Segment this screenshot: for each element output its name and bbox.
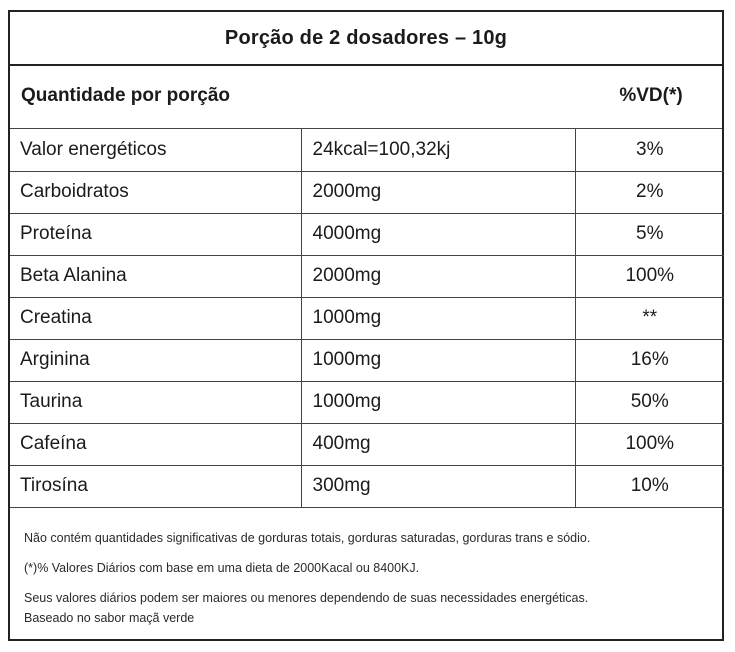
nutrient-amount: 400mg <box>301 423 576 466</box>
nutrition-facts-panel: Porção de 2 dosadores – 10g Quantidade p… <box>8 10 724 641</box>
nutrient-name: Taurina <box>10 381 302 424</box>
nutrient-vd: 100% <box>575 255 724 298</box>
table-row: Tirosína 300mg 10% <box>10 465 724 508</box>
nutrient-name: Valor energéticos <box>10 129 302 172</box>
table-row: Carboidratos 2000mg 2% <box>10 171 724 214</box>
nutrient-vd: 16% <box>575 339 724 382</box>
serving-title: Porção de 2 dosadores – 10g <box>10 12 722 66</box>
nutrient-amount: 1000mg <box>301 381 576 424</box>
footnote-flavor: Baseado no sabor maçã verde <box>24 610 195 625</box>
header-vd-label: %VD(*) <box>619 85 683 106</box>
nutrient-name: Cafeína <box>10 423 302 466</box>
footnote-daily-values: (*)% Valores Diários com base em uma die… <box>24 560 420 575</box>
footnote-no-significant: Não contém quantidades significativas de… <box>24 530 591 545</box>
nutrient-name: Carboidratos <box>10 171 302 214</box>
footnote-energy-needs: Seus valores diários podem ser maiores o… <box>24 590 589 605</box>
nutrient-vd: ** <box>575 297 724 340</box>
nutrient-name: Arginina <box>10 339 302 382</box>
nutrient-amount: 1000mg <box>301 297 576 340</box>
table-row: Valor energéticos 24kcal=100,32kj 3% <box>10 129 724 172</box>
table-row: Cafeína 400mg 100% <box>10 423 724 466</box>
table-row: Beta Alanina 2000mg 100% <box>10 255 724 298</box>
nutrient-vd: 50% <box>575 381 724 424</box>
nutrient-amount: 24kcal=100,32kj <box>301 129 576 172</box>
nutrient-name: Beta Alanina <box>10 255 302 298</box>
nutrient-amount: 4000mg <box>301 213 576 256</box>
nutrient-vd: 5% <box>575 213 724 256</box>
nutrient-amount: 1000mg <box>301 339 576 382</box>
table-row: Taurina 1000mg 50% <box>10 381 724 424</box>
footnotes: Não contém quantidades significativas de… <box>10 508 722 628</box>
nutrient-name: Tirosína <box>10 465 302 508</box>
nutrient-amount: 300mg <box>301 465 576 508</box>
nutrient-vd: 100% <box>575 423 724 466</box>
nutrient-name: Proteína <box>10 213 302 256</box>
table-row: Arginina 1000mg 16% <box>10 339 724 382</box>
nutrient-amount: 2000mg <box>301 255 576 298</box>
table-header: Quantidade por porção %VD(*) <box>10 66 722 129</box>
table-row: Creatina 1000mg ** <box>10 297 724 340</box>
table-row: Proteína 4000mg 5% <box>10 213 724 256</box>
nutrient-vd: 3% <box>575 129 724 172</box>
header-quantity-label: Quantidade por porção <box>21 85 231 106</box>
nutrient-name: Creatina <box>10 297 302 340</box>
nutrient-vd: 2% <box>575 171 724 214</box>
nutrient-vd: 10% <box>575 465 724 508</box>
nutrition-table: Valor energéticos 24kcal=100,32kj 3% Car… <box>10 129 724 508</box>
nutrient-amount: 2000mg <box>301 171 576 214</box>
